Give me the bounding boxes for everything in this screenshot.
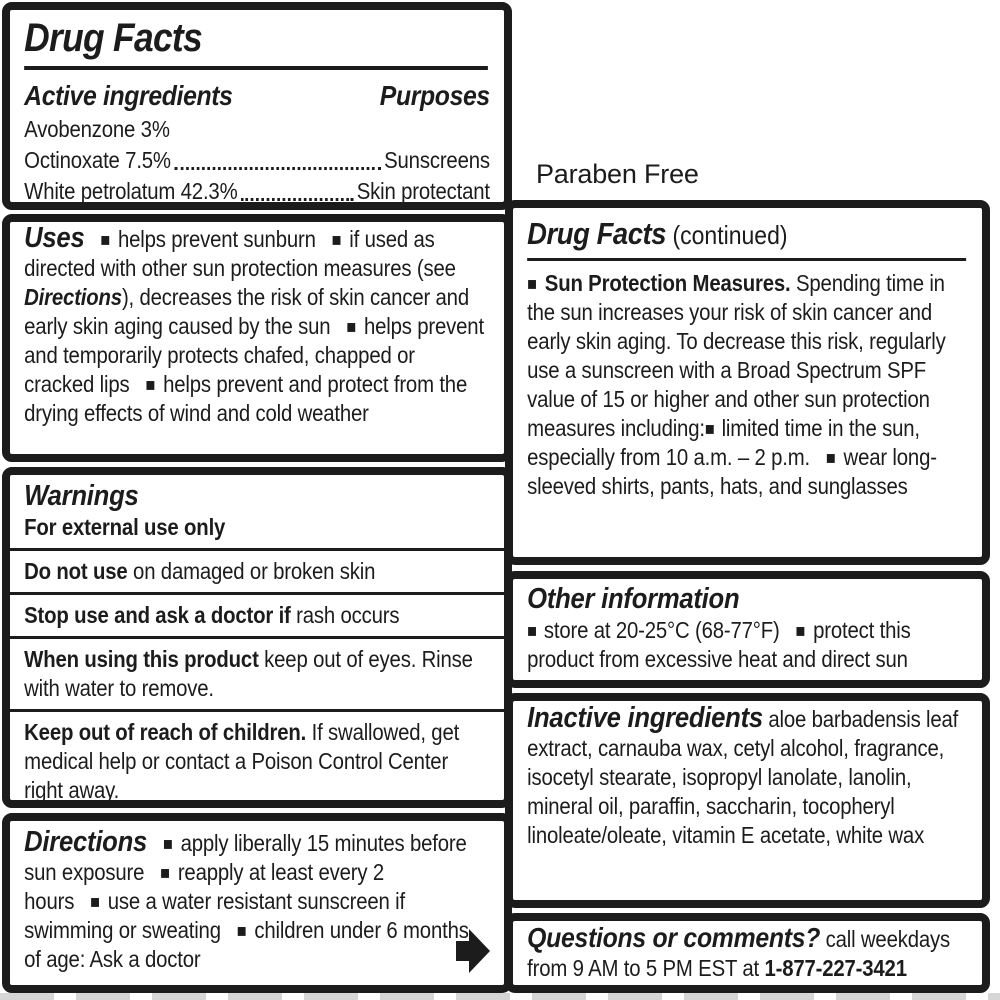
warnings-heading: Warnings xyxy=(24,480,139,512)
bottom-perforation-strip xyxy=(0,993,1000,1000)
active-ingredients-header: Active ingredients Purposes xyxy=(24,78,490,114)
inactive-ingredients-content: Inactive ingredients aloe barbadensis le… xyxy=(513,701,982,854)
other-information-heading: Other information xyxy=(527,583,740,615)
bullet-icon: ■ xyxy=(527,273,537,294)
directions-item: children under 6 months of age: Ask a do… xyxy=(24,917,469,972)
continued-content: Drug Facts (continued) ■ Sun Protection M… xyxy=(513,208,982,505)
phone-number: 1-877-227-3421 xyxy=(764,955,907,981)
keep-out-bold: Keep out of reach of children. xyxy=(24,719,307,745)
other-information-item: store at 20-25°C (68-77°F) xyxy=(543,617,780,643)
sun-protection-item: wear long-sleeved shirts, pants, hats, a… xyxy=(527,444,937,499)
uses-heading: Uses xyxy=(24,222,85,254)
uses-item: ), decreases the risk of skin cancer and… xyxy=(24,284,469,339)
questions-comments-heading: Questions or comments? xyxy=(527,922,821,953)
bullet-icon: ■ xyxy=(145,374,156,395)
bullet-icon: ■ xyxy=(100,229,111,250)
drug-facts-main-content: Drug Facts Active ingredients Purposes A… xyxy=(10,10,504,204)
bullet-icon: ■ xyxy=(704,418,715,439)
bullet-icon: ■ xyxy=(162,833,173,854)
bullet-icon: ■ xyxy=(236,920,247,941)
purposes-label: Purposes xyxy=(379,80,490,111)
questions-comments-box: Questions or comments? call weekdays fro… xyxy=(505,913,990,993)
dot-leader xyxy=(241,198,354,201)
directions-item: use a water resistant sunscreen if swimm… xyxy=(24,888,405,943)
sun-protection-bold: Sun Protection Measures. xyxy=(544,270,791,296)
directions-item: apply liberally 15 minutes before sun ex… xyxy=(24,830,467,885)
drug-facts-main-box: Drug Facts Active ingredients Purposes A… xyxy=(2,2,512,210)
directions-content: Directions ■ apply liberally 15 minutes be… xyxy=(10,821,504,978)
ingredient-name: Avobenzone 3% xyxy=(24,116,170,142)
active-ingredients-label: Active ingredients xyxy=(24,80,233,111)
sun-protection-item: limited time in the sun, especially from… xyxy=(527,415,920,470)
warnings-content: Warnings For external use only Do not us… xyxy=(10,475,504,803)
ingredient-row: Octinoxate 7.5% Sunscreens xyxy=(24,145,490,176)
sun-protection-rest: Spending time in the sun increases your … xyxy=(527,270,946,441)
uses-content: Uses ■ helps prevent sunburn ■ if used as di… xyxy=(10,222,504,432)
uses-item: if used as directed with other sun prote… xyxy=(24,226,456,281)
sun-protection-paragraph: ■ Sun Protection Measures. Spending time … xyxy=(527,269,968,501)
questions-comments-content: Questions or comments? call weekdays fro… xyxy=(513,921,982,985)
ingredient-name: Octinoxate 7.5% xyxy=(24,147,171,173)
questions-comments-text: call weekdays from 9 AM to 5 PM EST at xyxy=(527,926,951,981)
divider xyxy=(10,592,504,595)
directions-heading: Directions xyxy=(24,826,148,858)
continued-title-line: Drug Facts (continued) xyxy=(527,216,968,252)
other-information-item: protect this product from excessive heat… xyxy=(527,617,911,672)
external-use-line: For external use only xyxy=(24,514,226,540)
other-information-content: Other information ■ store at 20-25°C (68-… xyxy=(513,579,982,678)
ingredient-row: White petrolatum 42.3% Skin protectant xyxy=(24,176,490,204)
inactive-ingredients-box: Inactive ingredients aloe barbadensis le… xyxy=(505,693,990,908)
inactive-ingredients-list: aloe barbadensis leaf extract, carnauba … xyxy=(527,706,959,848)
stop-use-line: Stop use and ask a doctor if rash occurs xyxy=(24,601,490,630)
continued-arrow-icon xyxy=(456,929,490,973)
do-not-use-line: Do not use on damaged or broken skin xyxy=(24,557,490,586)
continued-title-rule xyxy=(527,258,967,261)
do-not-use-rest: on damaged or broken skin xyxy=(127,558,376,584)
ingredient-purpose: Sunscreens xyxy=(384,147,490,173)
divider xyxy=(10,709,504,712)
paraben-free-note: Paraben Free xyxy=(536,159,699,189)
directions-box: Directions ■ apply liberally 15 minutes be… xyxy=(2,813,512,993)
bullet-icon: ■ xyxy=(331,229,342,250)
ingredient-purpose: Skin protectant xyxy=(356,178,490,204)
keep-out-line: Keep out of reach of children. If swallo… xyxy=(24,718,490,803)
inactive-ingredients-heading: Inactive ingredients xyxy=(527,702,763,734)
uses-box: Uses ■ helps prevent sunburn ■ if used as di… xyxy=(2,214,512,462)
when-using-line: When using this product keep out of eyes… xyxy=(24,645,490,703)
bullet-icon: ■ xyxy=(346,316,357,337)
uses-item: helps prevent and protect from the dryin… xyxy=(24,371,468,426)
bullet-icon: ■ xyxy=(825,447,836,468)
drug-facts-title: Drug Facts xyxy=(24,16,203,60)
directions-item: reapply at least every 2 hours xyxy=(24,859,385,914)
directions-reference: Directions xyxy=(24,284,122,310)
dot-leader xyxy=(174,167,381,170)
drug-facts-continued-title: Drug Facts xyxy=(527,216,667,251)
bullet-icon: ■ xyxy=(795,620,806,641)
bullet-icon: ■ xyxy=(90,891,100,912)
drug-facts-continued-box: Drug Facts (continued) ■ Sun Protection M… xyxy=(505,200,990,565)
stop-use-bold: Stop use and ask a doctor if xyxy=(24,602,291,628)
continued-label: (continued) xyxy=(672,220,788,250)
other-information-box: Other information ■ store at 20-25°C (68-… xyxy=(505,571,990,688)
stop-use-rest: rash occurs xyxy=(290,602,400,628)
when-using-bold: When using this product xyxy=(24,646,259,672)
other-information-paragraph: ■ store at 20-25°C (68-77°F) ■ protect this… xyxy=(527,616,968,674)
title-rule xyxy=(24,66,489,70)
uses-item: helps prevent and temporarily protects c… xyxy=(24,313,484,397)
bullet-icon: ■ xyxy=(527,620,537,641)
divider xyxy=(10,636,504,639)
ingredient-row: Avobenzone 3% xyxy=(24,114,490,145)
divider xyxy=(10,548,504,551)
bullet-icon: ■ xyxy=(160,862,170,883)
do-not-use-bold: Do not use xyxy=(24,558,128,584)
when-using-rest: keep out of eyes. Rinse with water to re… xyxy=(24,646,473,701)
ingredient-name: White petrolatum 42.3% xyxy=(24,178,238,204)
keep-out-rest: If swallowed, get medical help or contac… xyxy=(24,719,460,803)
uses-item: helps prevent sunburn xyxy=(118,226,316,252)
warnings-box: Warnings For external use only Do not us… xyxy=(2,467,512,808)
